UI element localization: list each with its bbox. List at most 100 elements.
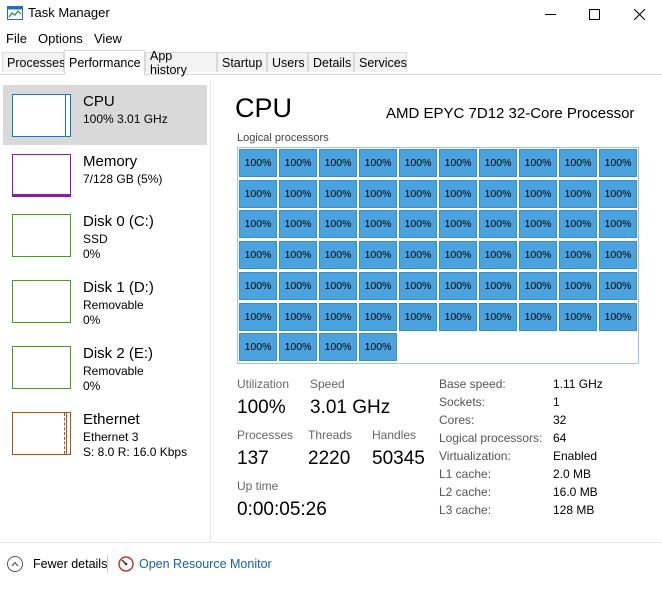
processor-cell: 100% — [319, 241, 357, 270]
close-button[interactable] — [616, 0, 662, 28]
tab-startup[interactable]: Startup — [217, 52, 267, 72]
processes-label: Processes — [237, 428, 294, 442]
processor-cell: 100% — [239, 241, 277, 270]
menu-view[interactable]: View — [94, 31, 122, 46]
processor-cell: 100% — [399, 149, 437, 177]
speed-value: 3.01 GHz — [310, 397, 391, 418]
processor-cell: 100% — [599, 149, 637, 177]
utilization-value: 100% — [237, 397, 286, 418]
processor-cell: 100% — [439, 241, 477, 270]
processor-cell: 100% — [279, 271, 317, 300]
tab-users[interactable]: Users — [267, 52, 308, 72]
tab-processes[interactable]: Processes — [2, 52, 65, 72]
processor-cell: 100% — [439, 179, 477, 208]
tab-services[interactable]: Services — [354, 52, 407, 72]
processor-cell: 100% — [519, 271, 557, 300]
processor-cell: 100% — [239, 179, 277, 208]
menu-options[interactable]: Options — [38, 31, 83, 46]
sockets-value: 1 — [553, 395, 560, 409]
virtualization-value: Enabled — [553, 449, 598, 463]
maximize-icon — [588, 8, 600, 20]
sidebar-item-disk-1[interactable]: Disk 1 (D:) Removable 0% — [3, 271, 207, 331]
fewer-details-button[interactable]: Fewer details — [33, 557, 108, 571]
processor-cell: 100% — [559, 149, 597, 177]
minimize-icon — [544, 13, 556, 15]
sidebar-item-usage: 0% — [83, 379, 101, 393]
l1-cache-label: L1 cache: — [439, 467, 492, 481]
processor-cell: 100% — [319, 302, 357, 331]
processor-cell: 100% — [279, 302, 317, 331]
maximize-button[interactable] — [571, 0, 617, 28]
handles-value: 50345 — [372, 448, 425, 469]
processor-cell: 100% — [239, 149, 277, 177]
processor-cell: 100% — [399, 241, 437, 270]
disk-0-mini-graph — [12, 214, 71, 257]
processor-cell: 100% — [599, 271, 637, 300]
memory-mini-graph — [12, 154, 71, 197]
uptime-value: 0:00:05:26 — [237, 499, 327, 520]
disk-1-mini-graph — [12, 280, 71, 323]
panel-divider — [210, 80, 211, 540]
tab-app-history[interactable]: App history — [145, 49, 217, 77]
processor-cell: 100% — [239, 302, 277, 331]
sidebar-item-type: Removable — [83, 298, 144, 312]
sidebar-item-disk-0[interactable]: Disk 0 (C:) SSD 0% — [3, 205, 207, 265]
logical-processors-count-value: 64 — [553, 431, 567, 445]
sidebar-item-adapter: Ethernet 3 — [83, 430, 139, 444]
sidebar-item-usage: 0% — [83, 247, 101, 261]
speed-label: Speed — [310, 377, 345, 391]
chevron-up-icon[interactable] — [7, 556, 23, 572]
sidebar-item-memory[interactable]: Memory 7/128 GB (5%) — [3, 145, 207, 205]
logical-processors-grid: 100% 100% 100% 100% 100% 100% 100% 100% 100% 100%… — [237, 147, 639, 364]
ethernet-mini-graph — [12, 412, 71, 455]
tab-performance[interactable]: Performance — [64, 50, 145, 75]
open-resource-monitor-link[interactable]: Open Resource Monitor — [139, 557, 272, 571]
virtualization-label: Virtualization: — [439, 449, 511, 463]
processor-cell: 100% — [359, 302, 397, 331]
sidebar-item-type: SSD — [83, 232, 108, 246]
l1-cache-value: 2.0 MB — [553, 467, 592, 481]
processor-cell: 100% — [559, 271, 597, 300]
processor-cell: 100% — [479, 179, 517, 208]
processor-cell: 100% — [399, 271, 437, 300]
tab-details[interactable]: Details — [308, 52, 354, 72]
processor-cell: 100% — [319, 333, 357, 362]
sidebar-item-disk-2[interactable]: Disk 2 (E:) Removable 0% — [3, 337, 207, 397]
processor-cell: 100% — [359, 210, 397, 239]
sidebar-item-ethernet[interactable]: Ethernet Ethernet 3 S: 8.0 R: 16.0 Kbps — [3, 403, 207, 463]
page-title: CPU — [235, 93, 293, 123]
processor-cell: 100% — [279, 179, 317, 208]
tab-bar — [0, 50, 662, 75]
processor-name: AMD EPYC 7D12 32-Core Processor — [386, 105, 635, 122]
disk-2-mini-graph — [12, 346, 71, 389]
sidebar-item-cpu[interactable]: CPU 100% 3.01 GHz — [3, 85, 207, 145]
processor-cell: 100% — [359, 271, 397, 300]
processor-cell: 100% — [319, 210, 357, 239]
processor-cell: 100% — [479, 302, 517, 331]
threads-label: Threads — [308, 428, 353, 442]
menu-file[interactable]: File — [6, 31, 27, 46]
close-icon — [633, 8, 645, 20]
processor-cell: 100% — [479, 149, 517, 177]
processor-cell: 100% — [439, 149, 477, 177]
processor-cell: 100% — [279, 333, 317, 362]
processor-cell: 100% — [359, 149, 397, 177]
processor-cell: 100% — [599, 210, 637, 239]
processor-cell: 100% — [399, 210, 437, 239]
minimize-button[interactable] — [527, 0, 573, 28]
processor-cell: 100% — [519, 149, 557, 177]
sidebar-item-title: Ethernet — [83, 411, 140, 428]
processor-cell: 100% — [319, 179, 357, 208]
sidebar-item-usage: 0% — [83, 313, 101, 327]
processor-cell: 100% — [319, 149, 357, 177]
sidebar-item-throughput: S: 8.0 R: 16.0 Kbps — [83, 445, 188, 459]
uptime-label: Up time — [237, 479, 279, 493]
l3-cache-label: L3 cache: — [439, 503, 492, 517]
processor-cell: 100% — [439, 210, 477, 239]
base-speed-value: 1.11 GHz — [553, 377, 603, 391]
sidebar-item-title: Disk 1 (D:) — [83, 279, 154, 296]
processor-cell: 100% — [359, 333, 397, 362]
processes-value: 137 — [237, 448, 269, 469]
processor-cell: 100% — [599, 179, 637, 208]
sidebar-item-title: Disk 0 (C:) — [83, 213, 154, 230]
